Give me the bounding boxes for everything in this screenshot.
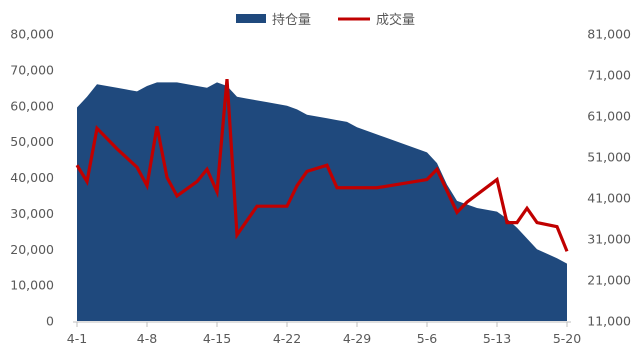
x-tick-label: 5-13 [483, 331, 511, 345]
legend-label-volume: 成交量 [376, 12, 415, 28]
x-tick-label: 4-1 [67, 331, 87, 345]
legend-label-position: 持仓量 [272, 13, 311, 28]
x-tick-label: 4-15 [203, 331, 231, 345]
legend: 持仓量 成交量 [236, 12, 415, 28]
y-left-tick-label: 20,000 [10, 242, 54, 257]
series-area-position [77, 82, 567, 322]
y-left-tick-label: 60,000 [10, 98, 54, 113]
y-left-tick-label: 70,000 [10, 62, 54, 77]
y-right-tick-label: 81,000 [587, 27, 631, 42]
x-tick-label: 4-29 [343, 331, 371, 345]
y-right-tick-label: 31,000 [587, 232, 631, 247]
x-tick-label: 5-20 [553, 331, 581, 345]
y-left-tick-label: 40,000 [10, 170, 54, 185]
y-right-tick-label: 21,000 [587, 273, 631, 288]
y-left-tick-label: 80,000 [10, 27, 54, 42]
y-left-tick-label: 50,000 [10, 134, 54, 149]
legend-swatch-position [236, 14, 266, 23]
x-tick-label: 4-8 [137, 331, 157, 345]
plot-area [75, 78, 569, 322]
y-left-tick-label: 30,000 [10, 206, 54, 221]
axes: 4-1 4-8 4-15 4-22 4-29 5-6 5-13 5-20 0 10,000 20,0… [10, 27, 631, 345]
y-right-tick-label: 11,000 [587, 314, 631, 329]
series-line-volume [75, 78, 569, 252]
y-right-tick-label: 41,000 [587, 191, 631, 206]
y-right-tick-label: 71,000 [587, 68, 631, 83]
y-left-tick-label: 10,000 [10, 278, 54, 293]
y-right-tick-label: 61,000 [587, 109, 631, 124]
y-right-tick-label: 51,000 [587, 150, 631, 165]
x-tick-label: 4-22 [273, 331, 301, 345]
y-left-tick-label: 0 [46, 314, 54, 329]
x-tick-label: 5-6 [417, 331, 437, 345]
